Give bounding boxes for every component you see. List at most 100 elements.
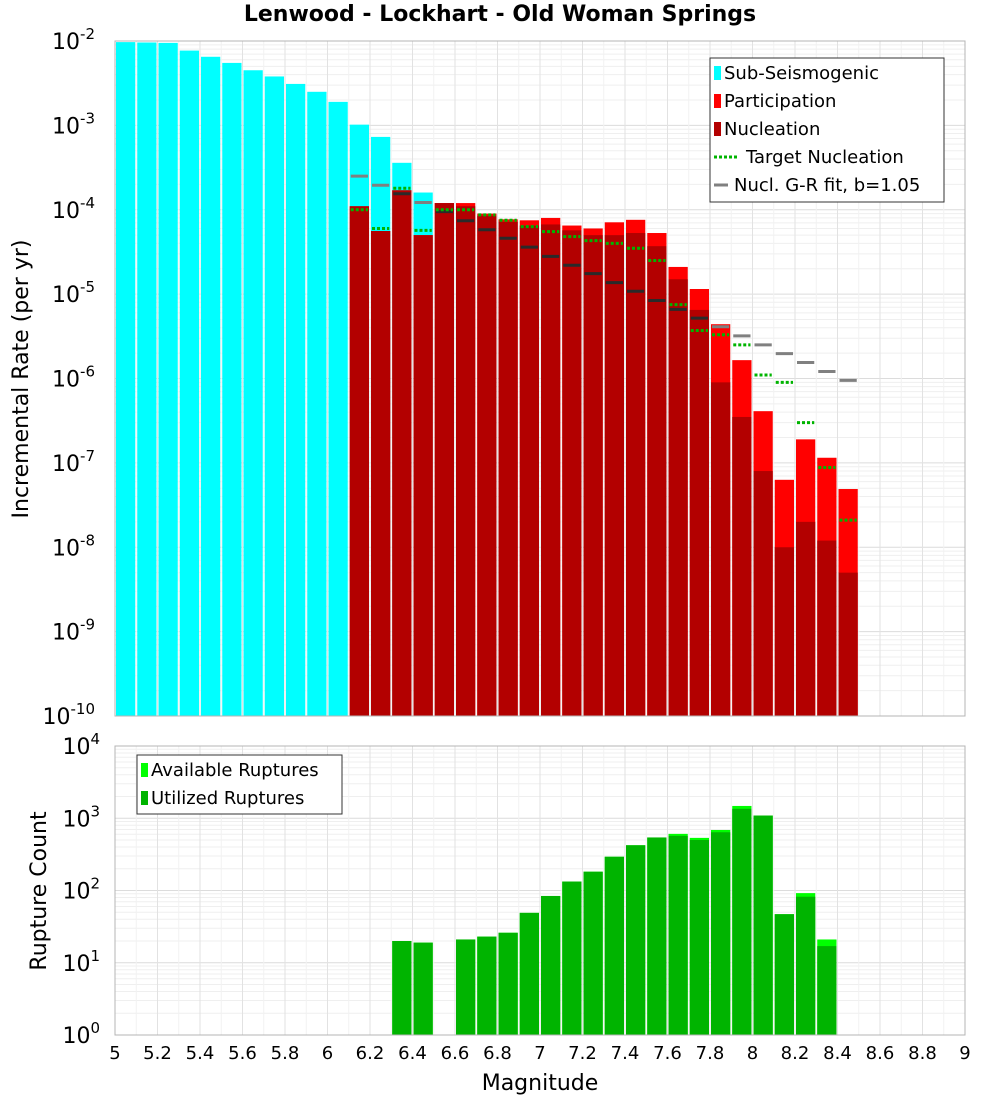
x-tick-label: 5: [109, 1043, 120, 1064]
y-tick-label: 103: [62, 802, 100, 832]
y-tick-label: 10-2: [52, 25, 95, 55]
y-tick-label: 10-4: [52, 194, 95, 224]
legend-label: Utilized Ruptures: [151, 788, 304, 809]
legend-label: Sub-Seismogenic: [724, 63, 879, 84]
x-tick-label: 7.8: [696, 1043, 725, 1064]
utilized-ruptures-bar: [817, 946, 837, 1035]
top-y-tick-labels: 10-10 10-9 10-8 10-7 10-6 10-5 10-4 10-3 10-2: [43, 25, 96, 730]
y-tick-label: 10-8: [52, 531, 95, 561]
legend-box: [709, 57, 945, 203]
nucleation-bar: [711, 382, 731, 716]
x-tick-label: 5.6: [228, 1043, 257, 1064]
bottom-y-tick-labels: 100 101 102 103 104: [62, 730, 100, 1049]
top-y-axis-label: Incremental Rate (per yr): [9, 240, 34, 519]
y-tick-label: 10-9: [52, 616, 95, 646]
utilized-ruptures-bar: [477, 936, 497, 1035]
utilized-ruptures-bar: [583, 871, 603, 1035]
utilized-ruptures-bar: [647, 837, 667, 1035]
x-tick-label: 7: [534, 1043, 545, 1064]
x-axis-label: Magnitude: [482, 1071, 599, 1096]
nucleation-bar: [647, 246, 667, 716]
x-tick-label: 7.4: [611, 1043, 640, 1064]
nucleation-bar: [838, 572, 858, 716]
chart-title: Lenwood - Lockhart - Old Woman Springs: [243, 2, 757, 27]
sub-seismogenic-bar: [116, 42, 136, 716]
bottom-plot-frame: [114, 745, 966, 1036]
nucleation-bar: [753, 471, 773, 716]
nucleation-bar: [498, 221, 518, 716]
nucleation-bar: [626, 233, 646, 716]
utilized-ruptures-bar: [541, 895, 561, 1035]
utilized-ruptures-bar: [562, 881, 582, 1035]
x-tick-label: 7.2: [568, 1043, 597, 1064]
nucleation-bar: [519, 225, 539, 716]
nucleation-bar: [562, 230, 582, 716]
nucleation-bar: [732, 416, 752, 716]
utilized-ruptures-bar: [732, 808, 752, 1035]
sub-seismogenic-bar: [158, 42, 178, 716]
sub-seismogenic-bar: [307, 91, 327, 716]
bottom-legend: Available Ruptures Utilized Ruptures: [136, 754, 343, 815]
nucleation-bar: [583, 235, 603, 716]
nucleation-bar: [796, 521, 816, 716]
x-tick-label: 6.4: [398, 1043, 427, 1064]
nucleation-bar: [371, 230, 391, 716]
utilized-ruptures-bar: [711, 832, 731, 1035]
x-tick-label: 8.2: [781, 1043, 810, 1064]
utilized-ruptures-bar: [498, 932, 518, 1035]
x-tick-label: 8.8: [908, 1043, 937, 1064]
utilized-ruptures-bar: [796, 896, 816, 1035]
sub-seismogenic-bar: [286, 83, 306, 716]
nucleation-bar: [817, 540, 837, 716]
top-plot-frame: [114, 40, 966, 717]
nucleation-bar: [477, 215, 497, 717]
nucleation-bar: [604, 235, 624, 716]
bottom-bars: [392, 805, 837, 1035]
sub-seismogenic-bar: [328, 101, 348, 716]
x-tick-label: 5.8: [271, 1043, 300, 1064]
y-tick-label: 100: [62, 1019, 100, 1049]
utilized-ruptures-bar: [753, 815, 773, 1035]
legend-label: Participation: [724, 91, 836, 112]
x-tick-label: 6: [322, 1043, 333, 1064]
y-tick-label: 10-6: [52, 363, 95, 393]
utilized-ruptures-bar: [626, 845, 646, 1035]
x-tick-label: 8.4: [823, 1043, 852, 1064]
x-tick-label: 9: [959, 1043, 970, 1064]
y-tick-label: 102: [62, 875, 100, 905]
sub-seismogenic-bar: [137, 42, 157, 717]
sub-seismogenic-bar: [222, 62, 242, 716]
top-line-marks: [350, 174, 857, 522]
y-tick-label: 104: [62, 730, 100, 760]
legend-swatch: [141, 763, 148, 777]
legend-swatch: [714, 94, 721, 108]
top-bars: [116, 42, 858, 717]
sub-seismogenic-bar: [243, 70, 263, 716]
bottom-y-axis-label: Rupture Count: [27, 811, 52, 971]
nucleation-bar: [456, 206, 476, 716]
x-tick-label: 8.6: [866, 1043, 895, 1064]
x-tick-label: 5.4: [186, 1043, 215, 1064]
nucleation-bar: [541, 224, 561, 717]
utilized-ruptures-bar: [456, 939, 476, 1035]
y-tick-label: 10-3: [52, 109, 95, 139]
x-tick-label: 6.2: [356, 1043, 385, 1064]
x-tick-label: 8: [747, 1043, 758, 1064]
utilized-ruptures-bar: [668, 835, 688, 1035]
utilized-ruptures-bar: [689, 839, 709, 1035]
nucleation-bar: [349, 206, 369, 716]
sub-seismogenic-bar: [264, 76, 284, 717]
y-tick-label: 101: [62, 947, 100, 977]
utilized-ruptures-bar: [392, 941, 412, 1035]
nucleation-bar: [434, 203, 454, 716]
legend-swatch: [714, 66, 721, 80]
legend-label: Available Ruptures: [151, 760, 319, 781]
legend-swatch: [141, 791, 148, 805]
sub-seismogenic-bar: [201, 56, 221, 716]
nucleation-bar: [774, 547, 794, 716]
top-legend: Sub-Seismogenic Participation Nucleation Ta…: [709, 57, 945, 203]
sub-seismogenic-bar: [179, 50, 199, 717]
y-tick-label: 10-5: [52, 278, 95, 308]
x-tick-label: 5.2: [143, 1043, 172, 1064]
